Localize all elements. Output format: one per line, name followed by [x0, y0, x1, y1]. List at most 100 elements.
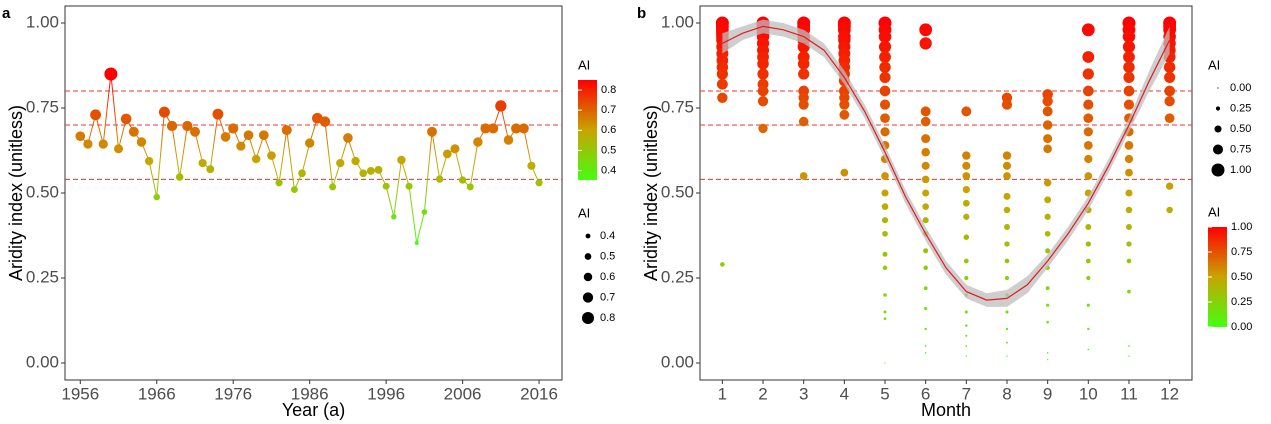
x-axis-title: Year (a) — [282, 400, 345, 420]
data-point — [965, 324, 968, 327]
size-label: 0.7 — [600, 291, 615, 303]
data-point — [120, 113, 132, 125]
data-point — [881, 203, 889, 210]
data-point — [961, 106, 972, 117]
data-point — [1002, 151, 1012, 160]
data-point — [882, 265, 888, 271]
data-point — [251, 154, 261, 164]
x-tick-label: 1 — [718, 384, 727, 403]
data-point — [1123, 71, 1135, 83]
data-point — [884, 362, 886, 364]
data-point — [962, 185, 970, 194]
data-point — [797, 58, 810, 70]
data-point — [1006, 355, 1008, 357]
data-point — [290, 186, 298, 194]
data-point — [1085, 258, 1091, 264]
data-point — [757, 85, 769, 97]
data-point — [1082, 51, 1095, 63]
data-point — [1003, 206, 1011, 214]
data-point — [965, 345, 968, 347]
x-tick-label: 11 — [1120, 384, 1138, 403]
data-point — [228, 123, 239, 134]
y-tick-label: 0.25 — [26, 267, 59, 286]
y-axis-title: Aridity index (unitless) — [641, 105, 661, 281]
data-point — [391, 214, 397, 220]
data-point — [1084, 172, 1093, 180]
x-tick-label: 10 — [1079, 384, 1098, 403]
data-point — [923, 248, 929, 254]
data-point — [920, 106, 931, 117]
x-tick-label: 4 — [840, 384, 849, 403]
data-point — [923, 286, 928, 291]
data-point — [1128, 355, 1130, 357]
data-point — [1081, 23, 1095, 37]
colorbar-label: 0.7 — [601, 104, 616, 116]
data-point — [962, 161, 971, 170]
colorbar-label: 0.8 — [601, 84, 616, 96]
data-point — [962, 199, 970, 207]
data-point — [1046, 303, 1050, 307]
data-point — [1004, 224, 1010, 230]
data-point — [267, 151, 276, 160]
data-point — [382, 182, 390, 190]
data-point — [511, 123, 522, 134]
data-point — [158, 106, 170, 118]
data-point — [923, 265, 928, 271]
data-point — [880, 127, 890, 137]
data-point — [922, 217, 929, 224]
data-point — [878, 30, 892, 43]
data-point — [374, 165, 383, 174]
data-point — [136, 137, 147, 147]
data-point — [1126, 224, 1132, 230]
data-point — [1087, 348, 1090, 351]
colorbar-label: 0.50 — [1231, 271, 1252, 283]
data-point — [366, 166, 375, 175]
data-point — [1044, 196, 1052, 204]
data-point — [466, 183, 474, 191]
data-point — [1044, 213, 1051, 220]
data-point — [883, 293, 887, 297]
x-tick-label: 2 — [758, 384, 767, 403]
data-point — [963, 258, 969, 264]
data-point — [1046, 358, 1049, 361]
data-point — [212, 108, 224, 120]
data-point — [175, 173, 184, 181]
data-point — [1125, 168, 1133, 177]
data-point — [1086, 303, 1090, 307]
data-point — [879, 85, 891, 97]
y-tick-label: 0.00 — [26, 352, 59, 371]
data-point — [882, 230, 888, 237]
data-point — [1083, 99, 1094, 110]
data-point — [527, 161, 536, 170]
data-point — [535, 179, 543, 187]
legend-title: AI — [578, 57, 590, 72]
y-axis-title: Aridity index (unitless) — [6, 105, 26, 281]
data-point — [1085, 241, 1091, 247]
data-point — [1127, 289, 1131, 294]
data-point — [798, 68, 810, 80]
data-point — [90, 109, 101, 121]
data-point — [920, 116, 931, 127]
data-point — [1003, 172, 1011, 180]
data-point — [720, 262, 725, 267]
y-tick-label: 0.00 — [661, 352, 694, 371]
x-tick-label: 6 — [921, 384, 930, 403]
data-point — [922, 189, 930, 197]
size-key — [1212, 144, 1224, 155]
size-label: 0.6 — [600, 271, 615, 283]
data-point — [488, 123, 499, 134]
x-tick-label: 5 — [880, 384, 889, 403]
data-point — [1126, 258, 1132, 264]
data-point — [1164, 113, 1175, 124]
data-point — [1004, 258, 1010, 264]
data-point — [243, 130, 254, 141]
data-point — [882, 251, 888, 257]
data-point — [359, 169, 368, 178]
data-point — [518, 123, 529, 134]
data-point — [473, 137, 483, 147]
data-point — [450, 144, 460, 154]
data-point — [963, 213, 970, 220]
data-point — [336, 158, 345, 168]
data-point — [798, 99, 809, 110]
y-tick-label: 0.50 — [26, 182, 59, 201]
